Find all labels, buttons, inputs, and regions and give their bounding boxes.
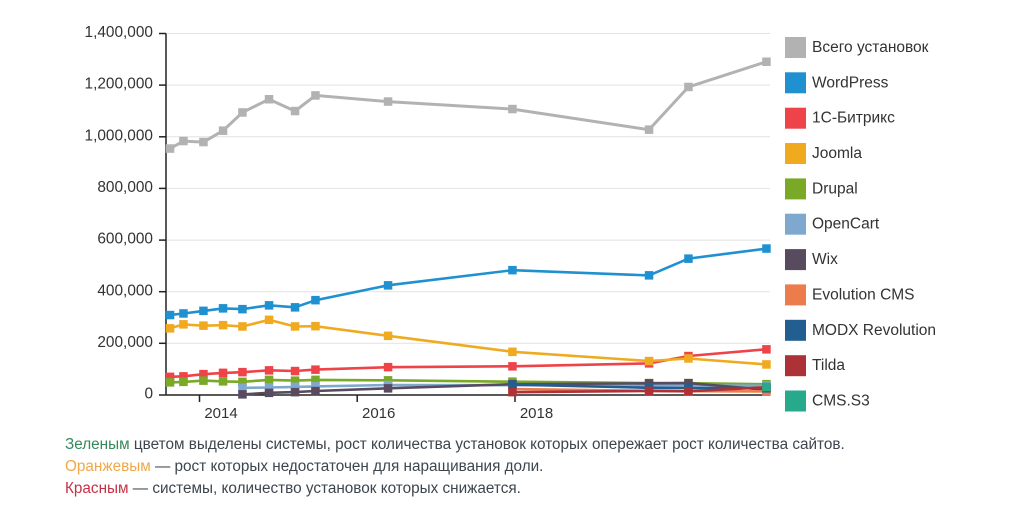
svg-text:OpenCart: OpenCart	[812, 216, 880, 233]
svg-text:2016: 2016	[362, 405, 395, 422]
svg-text:600,000: 600,000	[97, 231, 153, 248]
svg-text:WordPress: WordPress	[812, 74, 889, 91]
svg-text:Evolution CMS: Evolution CMS	[812, 286, 915, 303]
svg-text:1,400,000: 1,400,000	[85, 24, 153, 41]
svg-text:1,000,000: 1,000,000	[85, 127, 153, 144]
svg-text:CMS.S3: CMS.S3	[812, 393, 870, 410]
svg-text:Wix: Wix	[812, 251, 838, 268]
svg-text:0: 0	[144, 386, 153, 403]
svg-text:2014: 2014	[204, 405, 237, 422]
svg-text:1,200,000: 1,200,000	[85, 76, 153, 93]
svg-text:MODX Revolution: MODX Revolution	[812, 322, 936, 339]
svg-text:Tilda: Tilda	[812, 357, 845, 374]
svg-text:Drupal: Drupal	[812, 180, 858, 197]
svg-text:400,000: 400,000	[97, 282, 153, 299]
svg-text:Joomla: Joomla	[812, 145, 862, 162]
svg-text:2018: 2018	[520, 405, 553, 422]
svg-text:800,000: 800,000	[97, 179, 153, 196]
svg-text:200,000: 200,000	[97, 334, 153, 351]
svg-text:1С-Битрикс: 1С-Битрикс	[812, 110, 895, 127]
svg-text:Всего установок: Всего установок	[812, 39, 929, 56]
svg-text:Оранжевым — рост которых недос: Оранжевым — рост которых недостаточен дл…	[65, 458, 543, 475]
svg-text:Красным — системы, количество: Красным — системы, количество установок …	[65, 480, 521, 497]
svg-text:Зеленым цветом выделены систем: Зеленым цветом выделены системы, рост ко…	[65, 436, 845, 453]
